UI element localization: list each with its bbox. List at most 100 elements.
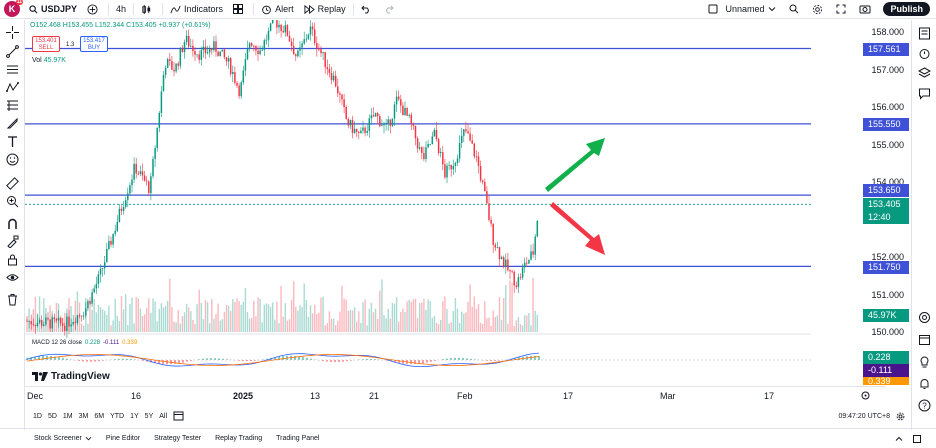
range-all-button[interactable]: All	[159, 412, 168, 420]
red-down-arrow[interactable]	[550, 202, 605, 255]
range-6m-button[interactable]: 6M	[94, 412, 105, 420]
trend-line-tool[interactable]	[5, 44, 20, 59]
alerts-panel-button[interactable]	[917, 46, 932, 61]
macd-histogram-bar	[214, 358, 216, 360]
symbol-search-button[interactable]: USDJPY	[24, 0, 82, 19]
zoom-tool[interactable]	[5, 194, 20, 209]
volume-bar	[528, 313, 530, 332]
volume-bar	[150, 312, 152, 332]
volume-bar	[503, 297, 505, 332]
lock-drawings-tool[interactable]	[5, 234, 20, 249]
candle-body	[320, 49, 322, 54]
candle-body	[473, 143, 476, 157]
forecast-tool[interactable]	[5, 98, 20, 113]
price-axis[interactable]: 158.000 157.000 156.000 155.000 154.000 …	[861, 20, 911, 385]
buy-button[interactable]: 153.417 BUY	[80, 36, 108, 52]
snapshot-button[interactable]	[854, 0, 879, 19]
pattern-tool[interactable]	[5, 80, 20, 95]
alert-button[interactable]: Alert	[256, 0, 299, 19]
calendar-button[interactable]	[917, 332, 932, 347]
watchlist-button[interactable]	[917, 26, 932, 41]
redo-button[interactable]	[379, 0, 402, 19]
volume-bar	[297, 310, 299, 332]
ruler-tool[interactable]	[5, 176, 20, 191]
indicators-button[interactable]: Indicators	[165, 0, 228, 19]
volume-bar	[479, 322, 482, 332]
notifications-button[interactable]	[917, 376, 932, 391]
price-chart[interactable]	[25, 20, 861, 385]
magnet-icon	[8, 218, 17, 229]
sell-button[interactable]: 153.401 SELL	[32, 36, 60, 52]
volume-bar	[152, 298, 154, 332]
delete-tool[interactable]	[5, 292, 20, 307]
range-1d-button[interactable]: 1D	[33, 412, 42, 420]
range-ytd-button[interactable]: YTD	[110, 412, 125, 420]
chats-button[interactable]	[917, 86, 932, 101]
clock[interactable]: 09:47:20 UTC+8	[838, 412, 890, 420]
settings-button[interactable]	[807, 0, 831, 19]
interval-button[interactable]: 4h	[116, 4, 127, 14]
time-axis[interactable]: Dec 16 2025 13 21 Feb 17 Mar 17	[25, 386, 886, 404]
brush-tool[interactable]	[5, 116, 20, 131]
axis-settings-icon[interactable]	[861, 391, 870, 400]
help-button[interactable]: ?	[917, 398, 932, 413]
volume-bar	[202, 319, 205, 332]
range-3m-button[interactable]: 3M	[78, 412, 89, 420]
candle-body	[30, 321, 32, 325]
replay-button[interactable]: Replay	[299, 0, 351, 19]
magnet-tool[interactable]	[5, 216, 20, 231]
replay-trading-tab[interactable]: Replay Trading	[215, 435, 263, 442]
volume-bar	[162, 307, 165, 332]
macd-histogram-bar	[454, 357, 456, 360]
layout-name-button[interactable]: Unnamed	[703, 0, 784, 19]
chart-type-button[interactable]	[136, 0, 160, 19]
ohlc-values: O152.468 H153.455 L152.344 C153.405 +0.9…	[30, 22, 211, 29]
range-1y-button[interactable]: 1Y	[130, 412, 139, 420]
visibility-tool[interactable]	[5, 270, 20, 285]
trading-panel-tab[interactable]: Trading Panel	[276, 435, 320, 442]
pine-editor-tab[interactable]: Pine Editor	[105, 435, 141, 442]
target-button[interactable]	[917, 310, 932, 325]
candle-body	[530, 251, 532, 260]
layouts-button[interactable]	[228, 0, 251, 19]
volume-bar	[131, 297, 133, 332]
account-avatar[interactable]: K 11	[4, 0, 23, 17]
lock-tool[interactable]	[5, 252, 20, 267]
quick-search-button[interactable]	[784, 0, 807, 19]
compare-button[interactable]	[82, 0, 106, 19]
candle-body	[87, 301, 89, 309]
strategy-tester-tab[interactable]: Strategy Tester	[154, 435, 202, 442]
text-tool[interactable]	[5, 134, 20, 149]
candle-body	[292, 45, 295, 55]
object-tree-button[interactable]	[917, 66, 932, 81]
crosshair-tool[interactable]	[5, 25, 20, 40]
volume-bar	[311, 313, 314, 332]
fullscreen-button[interactable]	[831, 0, 854, 19]
goto-date-icon[interactable]	[173, 411, 184, 421]
collapse-icon[interactable]	[894, 434, 904, 444]
volume-bar	[269, 306, 272, 332]
range-5y-button[interactable]: 5Y	[144, 412, 154, 420]
publish-button[interactable]: Publish	[883, 2, 930, 16]
ideas-button[interactable]	[917, 354, 932, 369]
gear-icon[interactable]	[896, 412, 905, 421]
notification-badge: 11	[15, 0, 23, 5]
volume-bar	[461, 311, 463, 332]
green-up-arrow[interactable]	[545, 138, 605, 192]
candle-body	[185, 35, 188, 43]
candle-body	[385, 123, 387, 124]
volume-bar	[532, 277, 534, 332]
fib-tool[interactable]	[5, 62, 20, 77]
macd-histogram-bar	[190, 360, 192, 361]
range-5d-button[interactable]: 5D	[47, 412, 57, 420]
emoji-tool[interactable]	[5, 152, 20, 167]
range-1m-button[interactable]: 1M	[62, 412, 73, 420]
volume-bar	[282, 316, 284, 332]
undo-button[interactable]	[356, 0, 379, 19]
volume-bar	[332, 318, 335, 332]
volume-bar	[122, 309, 125, 332]
volume-bar	[366, 325, 368, 332]
layers-icon	[918, 67, 931, 78]
stock-screener-tab[interactable]: Stock Screener	[0, 435, 99, 442]
maximize-icon[interactable]	[912, 434, 922, 444]
